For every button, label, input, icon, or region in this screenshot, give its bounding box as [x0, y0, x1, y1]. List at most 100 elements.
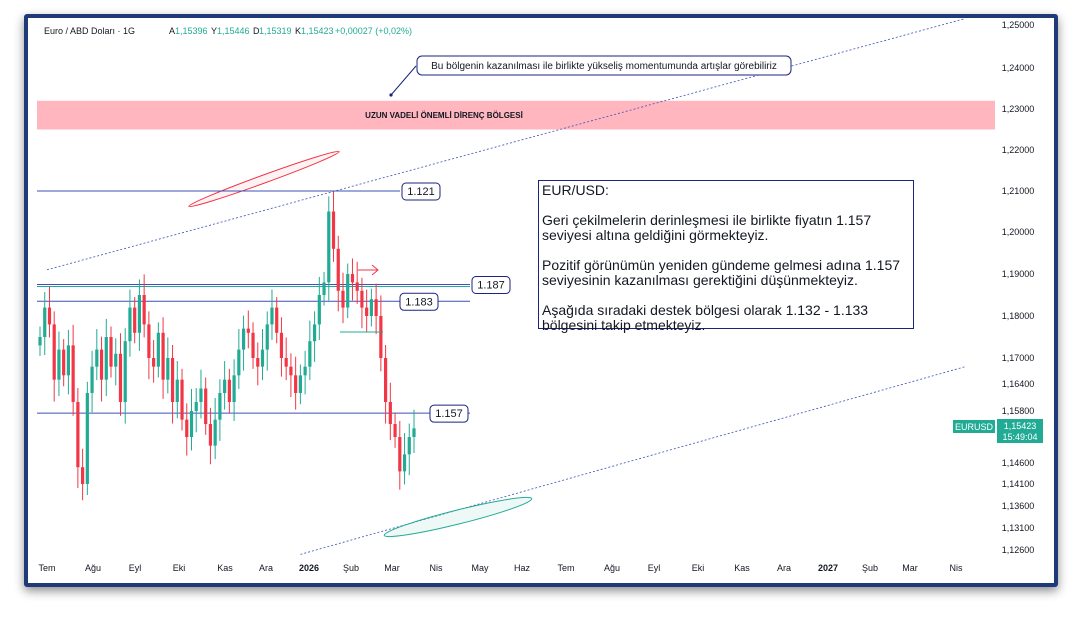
level-label-text: 1.121 — [407, 186, 435, 198]
candle-body — [346, 274, 350, 308]
change-value: +0,00027 (+0,02%) — [335, 26, 412, 36]
candle-body — [156, 332, 160, 367]
candle-body — [118, 353, 123, 402]
ohlc-value: 1,15423 — [301, 26, 334, 36]
price-badge-value: 1,15423 — [1004, 421, 1037, 431]
candle-body — [109, 337, 113, 367]
candle-body — [194, 402, 198, 411]
time-tick: Mar — [384, 563, 400, 573]
candle-body — [402, 454, 407, 472]
candle-body — [104, 337, 108, 380]
candle-body — [331, 211, 336, 249]
channel-line-lower[interactable] — [300, 366, 966, 555]
top-note-callout[interactable]: Bu bölgenin kazanılması ile birlikte yük… — [389, 55, 792, 97]
time-tick: Haz — [514, 563, 531, 573]
level-labels[interactable]: 1.121 1.187 1.183 1.157 — [399, 182, 511, 423]
candle-body — [360, 290, 364, 308]
candle-body — [161, 332, 165, 380]
candle-body — [204, 388, 208, 424]
symbol-title[interactable]: Euro / ABD Doları · 1G — [44, 26, 135, 36]
level-label-text: 1.183 — [405, 296, 433, 308]
candle-body — [166, 358, 170, 380]
candle-body — [393, 424, 397, 437]
time-tick: Tem — [557, 563, 574, 573]
time-tick: May — [471, 563, 489, 573]
ohlc-key: A — [169, 26, 175, 36]
last-price-badge[interactable]: EURUSD 1,15423 15:49:04 — [953, 419, 1043, 443]
candle-body — [147, 324, 151, 358]
analysis-paragraph-3: Aşağıda sıradaki destek bölgesi olarak 1… — [542, 302, 869, 333]
candle-body — [128, 307, 132, 342]
time-tick: Şub — [343, 563, 359, 573]
price-tick: 1,22000 — [1002, 145, 1035, 155]
ohlc-value: 1,15446 — [217, 26, 250, 36]
level-label-box[interactable] — [471, 276, 511, 294]
price-tick: 1,12600 — [1002, 545, 1035, 555]
resistance-zone-rect[interactable] — [37, 100, 995, 130]
trend-channel[interactable] — [46, 18, 966, 555]
price-tick: 1,14600 — [1002, 458, 1035, 468]
candle-body — [341, 290, 345, 308]
candle-body — [388, 402, 392, 424]
candle-body — [189, 411, 194, 437]
price-chart[interactable]: UZUN VADELİ ÖNEMLİ DİRENÇ BÖLGESİ 1.121 1… — [28, 18, 1054, 583]
candle-body — [241, 328, 246, 350]
level-label-text: 1.187 — [477, 280, 505, 292]
time-tick: Ağu — [85, 563, 101, 573]
time-tick: Şub — [862, 563, 878, 573]
candle-body — [327, 211, 331, 283]
price-tick: 1,20000 — [1002, 227, 1035, 237]
candle-body — [213, 419, 217, 446]
channel-line-upper[interactable] — [46, 18, 966, 271]
level-label-box[interactable] — [399, 292, 439, 311]
price-tick: 1,21000 — [1002, 186, 1035, 196]
time-tick: Ara — [777, 563, 791, 573]
candle-body — [369, 299, 373, 316]
candle-body — [123, 341, 127, 402]
callout-box[interactable] — [416, 55, 792, 76]
price-badge — [997, 419, 1043, 443]
price-tick: 1,19000 — [1002, 269, 1035, 279]
horizontal-levels[interactable] — [37, 190, 470, 414]
time-tick: Kas — [217, 563, 233, 573]
candle-body — [237, 349, 241, 376]
candle-body — [246, 328, 250, 333]
ohlc-key: K — [295, 26, 301, 36]
breakout-ellipse-upper[interactable] — [187, 148, 340, 210]
support-ellipse-lower[interactable] — [383, 492, 534, 542]
candle-body — [43, 307, 47, 337]
level-label-box[interactable] — [429, 404, 469, 423]
candle-body — [223, 379, 227, 393]
candle-body — [180, 379, 184, 420]
price-axis[interactable]: 1,25000 1,24000 1,23000 1,22000 1,21000 1,200… — [1002, 20, 1035, 555]
candle-body — [62, 349, 66, 376]
candle-body — [170, 358, 175, 402]
analysis-paragraph-1: Geri çekilmelerin derinleşmesi ile birli… — [542, 212, 872, 243]
candle-body — [256, 358, 260, 367]
resistance-zone-label: UZUN VADELİ ÖNEMLİ DİRENÇ BÖLGESİ — [365, 111, 523, 120]
time-tick: Eki — [173, 563, 186, 573]
resistance-zone[interactable]: UZUN VADELİ ÖNEMLİ DİRENÇ BÖLGESİ — [37, 100, 995, 130]
candle-body — [85, 393, 89, 484]
price-tick: 1,15800 — [1002, 406, 1035, 416]
time-tick: Nis — [950, 563, 963, 573]
candle-body — [81, 467, 85, 484]
candle-body — [175, 379, 179, 402]
candle-body — [270, 307, 274, 325]
candle-body — [265, 324, 269, 350]
symbol-badge-text: EURUSD — [955, 422, 994, 432]
candle-body — [57, 349, 61, 380]
candle-body — [336, 248, 340, 291]
symbol-legend[interactable]: Euro / ABD Doları · 1G A 1,15396 Y 1,15446 D… — [44, 26, 412, 36]
time-tick: Eyl — [129, 563, 142, 573]
candle-body — [95, 349, 99, 367]
candle-body — [407, 437, 411, 455]
price-tick: 1,17000 — [1002, 353, 1035, 363]
analysis-textbox[interactable]: EUR/USD: Geri çekilmelerin derinleşmesi … — [538, 180, 914, 333]
time-axis[interactable]: Tem Ağu Eyl Eki Kas Ara 2026 Şub Mar Nis May Haz Tem… — [38, 563, 963, 573]
price-tick: 1,18000 — [1002, 311, 1035, 321]
candle-body — [412, 428, 416, 437]
time-tick: Eki — [692, 563, 705, 573]
candle-body — [71, 345, 75, 402]
level-label-box[interactable] — [401, 182, 441, 201]
